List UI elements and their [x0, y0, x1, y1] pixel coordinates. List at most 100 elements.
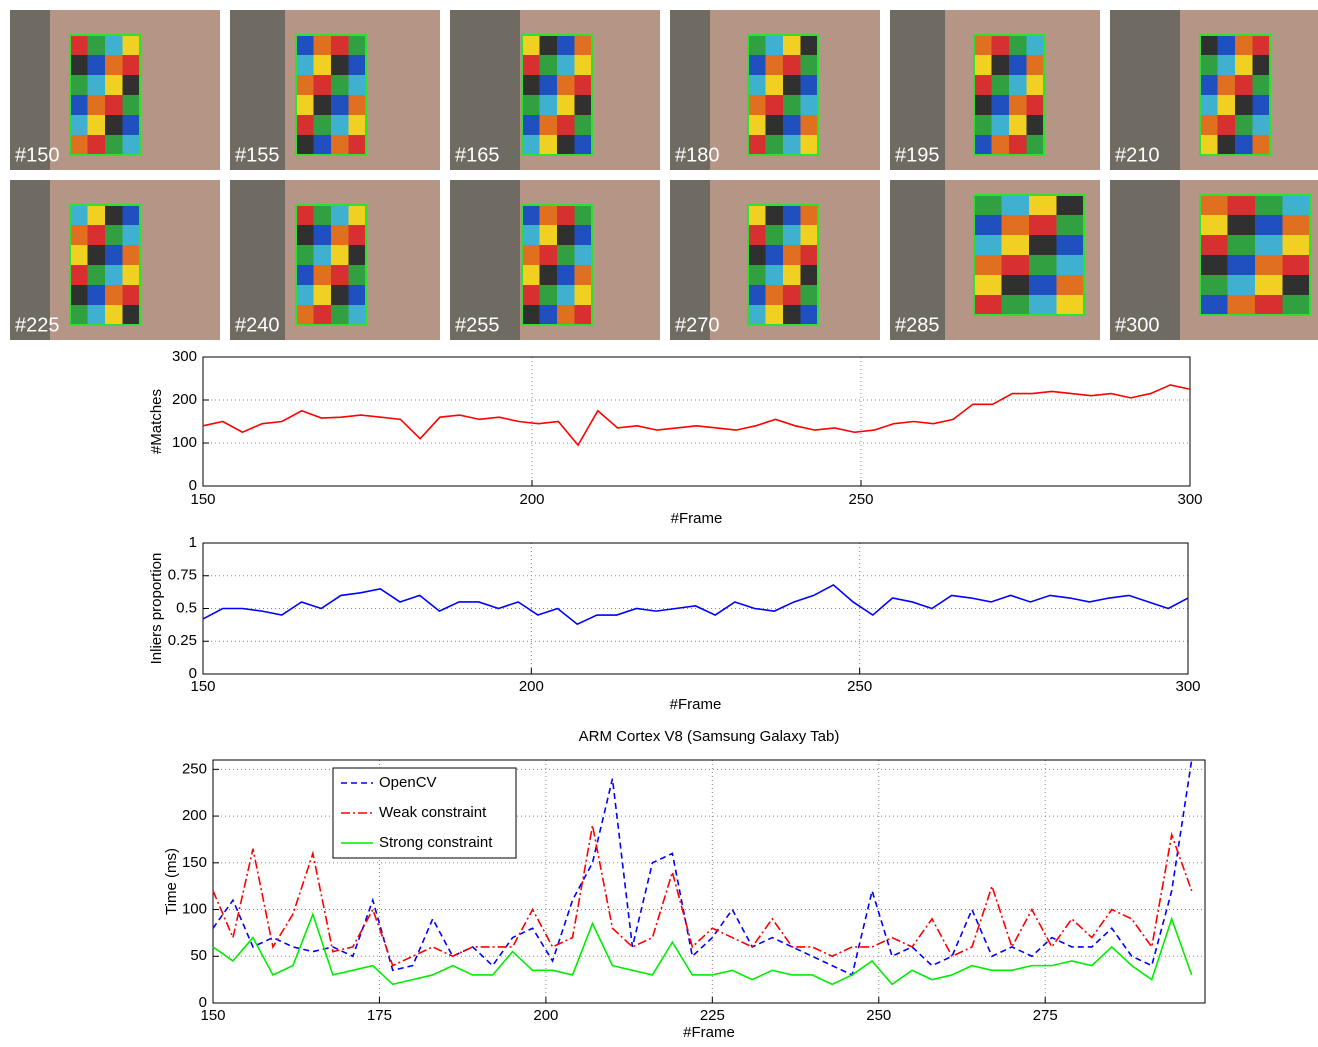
poster-patch [765, 265, 783, 285]
axes-frame [202, 542, 1189, 675]
poster-patch [105, 115, 123, 135]
data-line [212, 825, 1193, 967]
poster-patch [1200, 95, 1218, 115]
poster-patch [1227, 275, 1255, 295]
x-tick-label: 250 [866, 1007, 891, 1024]
poster-patch [1200, 275, 1228, 295]
poster-patch [1009, 55, 1027, 75]
poster-patch [783, 285, 801, 305]
poster-patch [765, 245, 783, 265]
poster-patch [87, 55, 105, 75]
poster-patch [539, 55, 557, 75]
poster-patch [1252, 135, 1270, 155]
poster-patch [765, 285, 783, 305]
poster-patch [331, 285, 349, 305]
thumbnail-label: #300 [1115, 314, 1160, 336]
poster-patch [574, 75, 592, 95]
poster-patch [1026, 35, 1044, 55]
x-tick-label: 200 [533, 1007, 558, 1024]
poster-patch [557, 115, 575, 135]
poster-patch [522, 35, 540, 55]
poster-patch [974, 55, 992, 75]
poster-patch [783, 35, 801, 55]
poster-patch [331, 95, 349, 115]
chart-title: ARM Cortex V8 (Samsung Galaxy Tab) [579, 728, 840, 745]
poster-patch [331, 205, 349, 225]
poster-patch [1282, 215, 1310, 235]
poster-patch [1026, 115, 1044, 135]
x-tick-label: 300 [1177, 491, 1202, 508]
data-line [212, 911, 1193, 986]
poster-patch [1255, 275, 1283, 295]
poster-patch [331, 55, 349, 75]
poster-patch [70, 205, 88, 225]
thumbnail: #240 [230, 180, 440, 340]
x-tick-label: 200 [519, 678, 544, 695]
poster-patch [105, 305, 123, 325]
poster-patch [296, 225, 314, 245]
y-tick-label: 0 [189, 665, 197, 682]
poster-patch [122, 115, 140, 135]
poster-patch [1001, 215, 1029, 235]
wall-shadow [10, 10, 50, 170]
poster-patch [1217, 95, 1235, 115]
poster-patch [783, 225, 801, 245]
wall-shadow [230, 10, 285, 170]
poster-patch [748, 95, 766, 115]
poster-patch [1217, 75, 1235, 95]
poster-patch [70, 225, 88, 245]
x-tick-label: 250 [848, 491, 873, 508]
y-tick-label: 250 [182, 760, 207, 777]
poster-patch [557, 225, 575, 245]
poster-patch [122, 225, 140, 245]
data-line [202, 583, 1189, 626]
poster-patch [974, 295, 1002, 315]
poster-patch [348, 75, 366, 95]
poster-patch [800, 285, 818, 305]
poster-patch [313, 35, 331, 55]
poster-patch [557, 285, 575, 305]
poster-patch [70, 115, 88, 135]
poster-patch [748, 35, 766, 55]
poster-patch [1026, 95, 1044, 115]
poster-patch [105, 245, 123, 265]
poster-patch [574, 115, 592, 135]
wall-shadow [230, 180, 285, 340]
thumbnail-label: #270 [675, 314, 720, 336]
poster-patch [87, 285, 105, 305]
poster-patch [1009, 135, 1027, 155]
poster-patch [313, 95, 331, 115]
poster-outline [973, 194, 1085, 316]
thumbnail-label: #225 [15, 314, 60, 336]
poster-patch [348, 305, 366, 325]
legend-label: OpenCV [379, 774, 437, 791]
y-axis-label: #Matches [148, 389, 165, 454]
poster-outline [295, 204, 367, 326]
poster-patch [557, 75, 575, 95]
poster-patch [105, 135, 123, 155]
poster-patch [800, 75, 818, 95]
poster-patch [748, 305, 766, 325]
poster-patch [574, 245, 592, 265]
poster-patch [557, 135, 575, 155]
poster-patch [1029, 235, 1057, 255]
poster-patch [800, 305, 818, 325]
poster-patch [974, 115, 992, 135]
x-tick-label: 150 [190, 491, 215, 508]
y-tick-label: 100 [182, 901, 207, 918]
poster-patch [800, 225, 818, 245]
poster-patch [991, 35, 1009, 55]
poster-patch [87, 115, 105, 135]
axes-frame [212, 759, 1206, 1004]
y-tick-label: 0.25 [168, 632, 197, 649]
poster-patch [991, 55, 1009, 75]
x-tick-label: 250 [847, 678, 872, 695]
poster-patch [574, 35, 592, 55]
poster-patch [974, 255, 1002, 275]
thumbnail: #285 [890, 180, 1100, 340]
thumbnail-label: #180 [675, 144, 720, 166]
thumbnail: #150 [10, 10, 220, 170]
poster-patch [574, 55, 592, 75]
thumbnail-label: #255 [455, 314, 500, 336]
poster-patch [539, 75, 557, 95]
